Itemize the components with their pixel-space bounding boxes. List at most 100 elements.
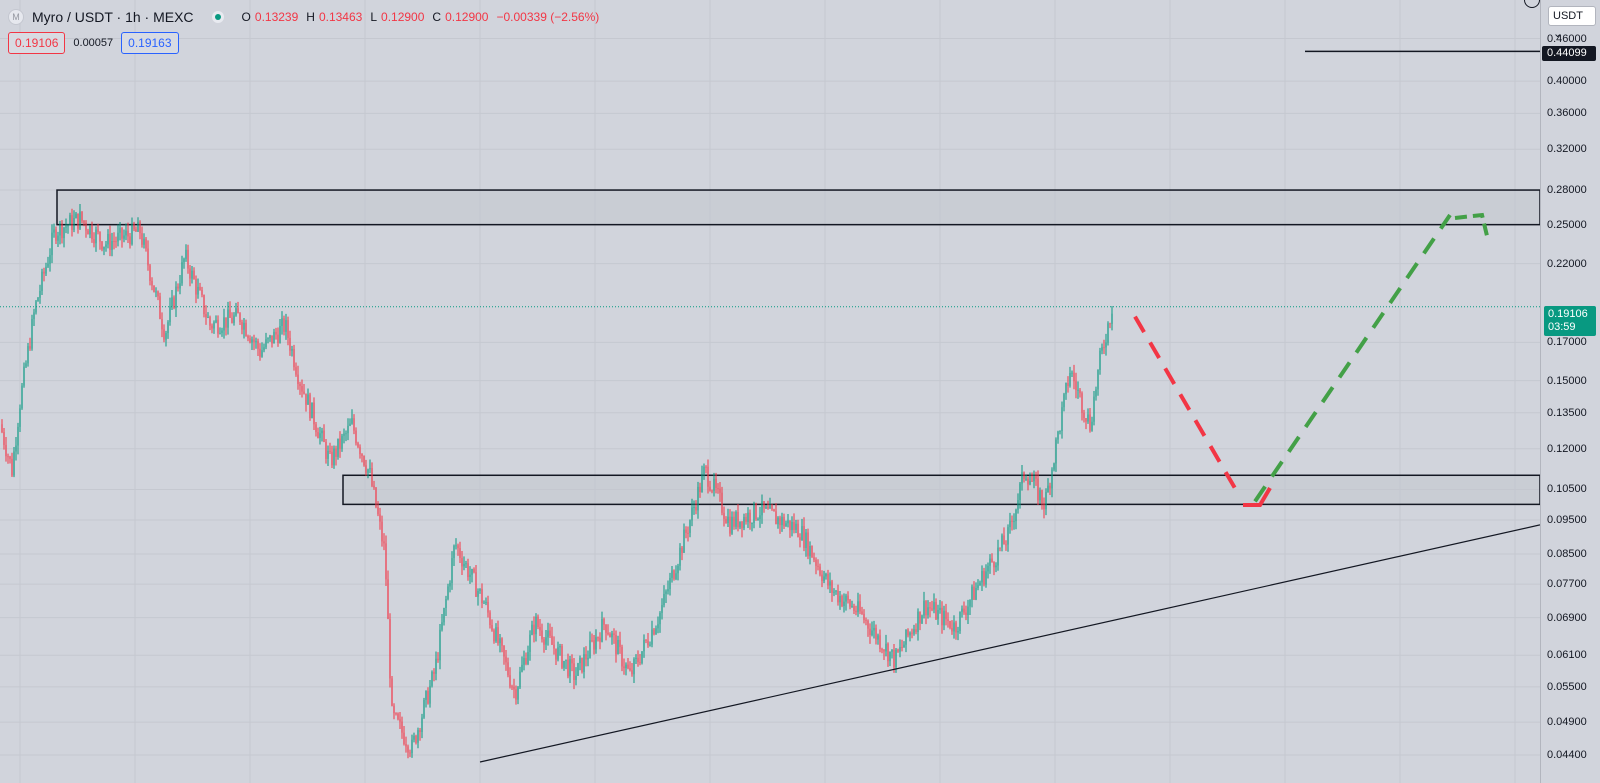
candle-body bbox=[919, 611, 921, 624]
chart-area[interactable] bbox=[0, 0, 1540, 783]
candle-body bbox=[1091, 421, 1093, 431]
candle-body bbox=[719, 488, 721, 493]
candle-body bbox=[543, 639, 545, 645]
candle-body bbox=[619, 640, 621, 647]
candle-body bbox=[431, 671, 433, 686]
candle-body bbox=[357, 443, 359, 447]
candle-body bbox=[879, 635, 881, 650]
candle-body bbox=[5, 444, 7, 457]
candle-body bbox=[823, 576, 825, 581]
candle-body bbox=[623, 666, 625, 669]
candle-body bbox=[827, 573, 829, 586]
candle-body bbox=[49, 255, 51, 264]
candle-body bbox=[423, 699, 425, 718]
candle-body bbox=[787, 520, 789, 524]
candle-body bbox=[91, 225, 93, 240]
candle-body bbox=[545, 637, 547, 645]
candle-body bbox=[115, 241, 117, 243]
price-axis-label: 0.25000 bbox=[1547, 218, 1587, 231]
candle-body bbox=[767, 506, 769, 509]
candle-body bbox=[345, 433, 347, 435]
candle-body bbox=[397, 713, 399, 720]
candle-body bbox=[825, 573, 827, 577]
candle-body bbox=[899, 646, 901, 652]
candle-body bbox=[585, 654, 587, 660]
candle-body bbox=[79, 211, 81, 229]
candle-body bbox=[337, 438, 339, 457]
candle-body bbox=[1051, 469, 1053, 489]
bar-countdown: 03:59 bbox=[1548, 321, 1576, 333]
sell-price-button[interactable]: 0.19106 bbox=[8, 32, 66, 54]
candle-body bbox=[751, 522, 753, 524]
candle-body bbox=[813, 557, 815, 560]
buy-price-button[interactable]: 0.19163 bbox=[121, 32, 179, 54]
candle-body bbox=[577, 663, 579, 676]
candle-body bbox=[565, 659, 567, 661]
candle-body bbox=[43, 271, 45, 274]
candle-body bbox=[1019, 483, 1021, 501]
candle-body bbox=[1027, 478, 1029, 485]
candle-body bbox=[943, 610, 945, 626]
candle-body bbox=[257, 340, 259, 349]
candle-body bbox=[1, 424, 3, 433]
ohlc-close-value: 0.12900 bbox=[445, 10, 489, 24]
candle-body bbox=[487, 601, 489, 613]
candle-body bbox=[973, 586, 975, 600]
resistance-zone-box bbox=[56, 189, 1540, 226]
price-axis-label: 0.05500 bbox=[1547, 680, 1587, 693]
candle-body bbox=[847, 595, 849, 601]
bullish-projection-arrowhead bbox=[1454, 212, 1490, 241]
price-axis[interactable]: 0.46000 0.40000 0.36000 0.32000 0.28000 0.250… bbox=[1540, 0, 1600, 783]
currency-select[interactable]: USDT ⌄ bbox=[1548, 6, 1596, 40]
candle-body bbox=[81, 211, 83, 221]
market-open-status-icon bbox=[211, 11, 224, 23]
candle-body bbox=[433, 671, 435, 674]
candle-body bbox=[307, 394, 309, 405]
candle-body bbox=[651, 629, 653, 645]
candle-body bbox=[987, 565, 989, 572]
symbol-title[interactable]: Myro / USDT · 1h · MEXC bbox=[32, 9, 194, 25]
candle-body bbox=[333, 448, 335, 466]
candle-body bbox=[71, 215, 73, 230]
candle-body bbox=[749, 512, 751, 524]
candle-body bbox=[743, 516, 745, 529]
candle-body bbox=[795, 523, 797, 530]
candle-body bbox=[839, 596, 841, 603]
candle-body bbox=[551, 635, 553, 645]
candle-body bbox=[711, 490, 713, 492]
candle-body bbox=[209, 317, 211, 326]
candle-body bbox=[33, 312, 35, 319]
candle-body bbox=[791, 522, 793, 531]
candle-body bbox=[143, 238, 145, 245]
candle-body bbox=[241, 322, 243, 330]
candle-body bbox=[287, 320, 289, 338]
candle-body bbox=[699, 486, 701, 492]
candle-body bbox=[11, 458, 13, 476]
candle-body bbox=[391, 678, 393, 706]
candle-body bbox=[707, 466, 709, 487]
candle-body bbox=[693, 507, 695, 509]
candle-body bbox=[399, 719, 401, 722]
price-axis-label: 0.32000 bbox=[1547, 143, 1587, 156]
candle-body bbox=[1093, 396, 1095, 422]
candle-body bbox=[911, 632, 913, 634]
candle-body bbox=[411, 739, 413, 754]
candle-body bbox=[347, 425, 349, 434]
ohlc-high-key: H bbox=[306, 10, 315, 24]
candle-body bbox=[807, 532, 809, 557]
candle-body bbox=[877, 635, 879, 640]
candle-body bbox=[955, 622, 957, 633]
candle-body bbox=[679, 547, 681, 566]
candle-body bbox=[849, 600, 851, 607]
candle-body bbox=[289, 337, 291, 351]
candle-body bbox=[1107, 323, 1109, 343]
candle-body bbox=[389, 619, 391, 679]
candle-body bbox=[1075, 381, 1077, 390]
price-chart[interactable] bbox=[0, 0, 1540, 783]
candle-body bbox=[945, 610, 947, 620]
candle-body bbox=[509, 675, 511, 687]
candle-body bbox=[395, 713, 397, 715]
candle-body bbox=[769, 505, 771, 509]
candle-body bbox=[301, 386, 303, 392]
candle-body bbox=[239, 313, 241, 323]
